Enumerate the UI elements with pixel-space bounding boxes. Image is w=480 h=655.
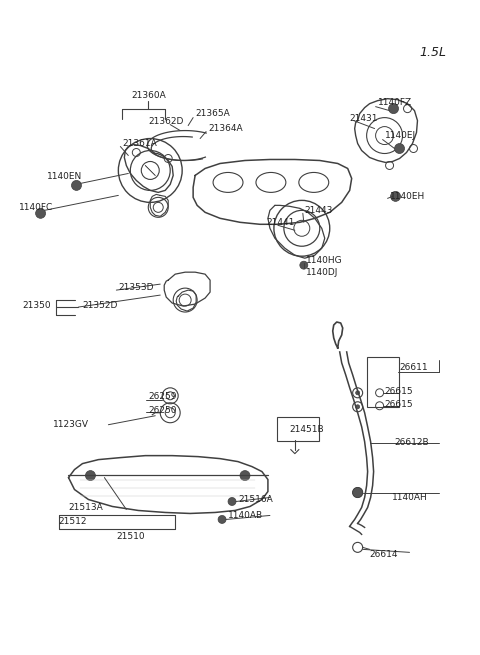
Circle shape: [228, 498, 236, 506]
Text: 26615: 26615: [384, 400, 413, 409]
Text: 26259: 26259: [148, 392, 177, 402]
Text: 21510: 21510: [116, 532, 144, 541]
Text: 26615: 26615: [384, 387, 413, 396]
Text: 1140EN: 1140EN: [47, 172, 82, 181]
Circle shape: [356, 391, 360, 395]
Text: 21513A: 21513A: [69, 503, 103, 512]
Text: 21512: 21512: [59, 517, 87, 526]
Text: 1123GV: 1123GV: [52, 421, 88, 429]
Text: 26614: 26614: [370, 550, 398, 559]
Text: 1140EH: 1140EH: [390, 192, 425, 201]
Circle shape: [218, 515, 226, 523]
Text: 21431: 21431: [350, 114, 378, 123]
Text: 26250: 26250: [148, 406, 177, 415]
Circle shape: [356, 491, 360, 495]
Text: 21451B: 21451B: [290, 425, 324, 434]
Circle shape: [391, 191, 400, 201]
Text: 1.5L: 1.5L: [420, 47, 446, 60]
Text: 26612B: 26612B: [395, 438, 429, 447]
Text: 21353D: 21353D: [119, 282, 154, 291]
Circle shape: [353, 487, 363, 498]
Text: 26611: 26611: [399, 364, 428, 373]
Text: 1140DJ: 1140DJ: [306, 268, 338, 276]
Circle shape: [395, 143, 405, 153]
Text: 1140EJ: 1140EJ: [384, 131, 416, 140]
Circle shape: [72, 180, 82, 191]
Text: 1140FC: 1140FC: [19, 203, 53, 212]
Circle shape: [240, 470, 250, 481]
Text: 21364A: 21364A: [208, 124, 243, 133]
Text: 21362D: 21362D: [148, 117, 184, 126]
Text: 1140HG: 1140HG: [306, 255, 342, 265]
Text: 21361A: 21361A: [122, 139, 157, 148]
Circle shape: [300, 261, 308, 269]
Circle shape: [356, 405, 360, 409]
Text: 21352D: 21352D: [83, 301, 118, 310]
Text: 1140FZ: 1140FZ: [378, 98, 412, 107]
Text: 21350: 21350: [23, 301, 51, 310]
Text: 21441: 21441: [266, 218, 294, 227]
Text: 1140AH: 1140AH: [392, 493, 427, 502]
Circle shape: [85, 470, 96, 481]
Text: 21516A: 21516A: [238, 495, 273, 504]
Circle shape: [36, 208, 46, 218]
Circle shape: [389, 103, 398, 113]
Text: 21365A: 21365A: [195, 109, 230, 118]
Text: 1140AB: 1140AB: [228, 511, 263, 520]
Text: 21360A: 21360A: [131, 91, 166, 100]
Text: 21443: 21443: [305, 206, 333, 215]
